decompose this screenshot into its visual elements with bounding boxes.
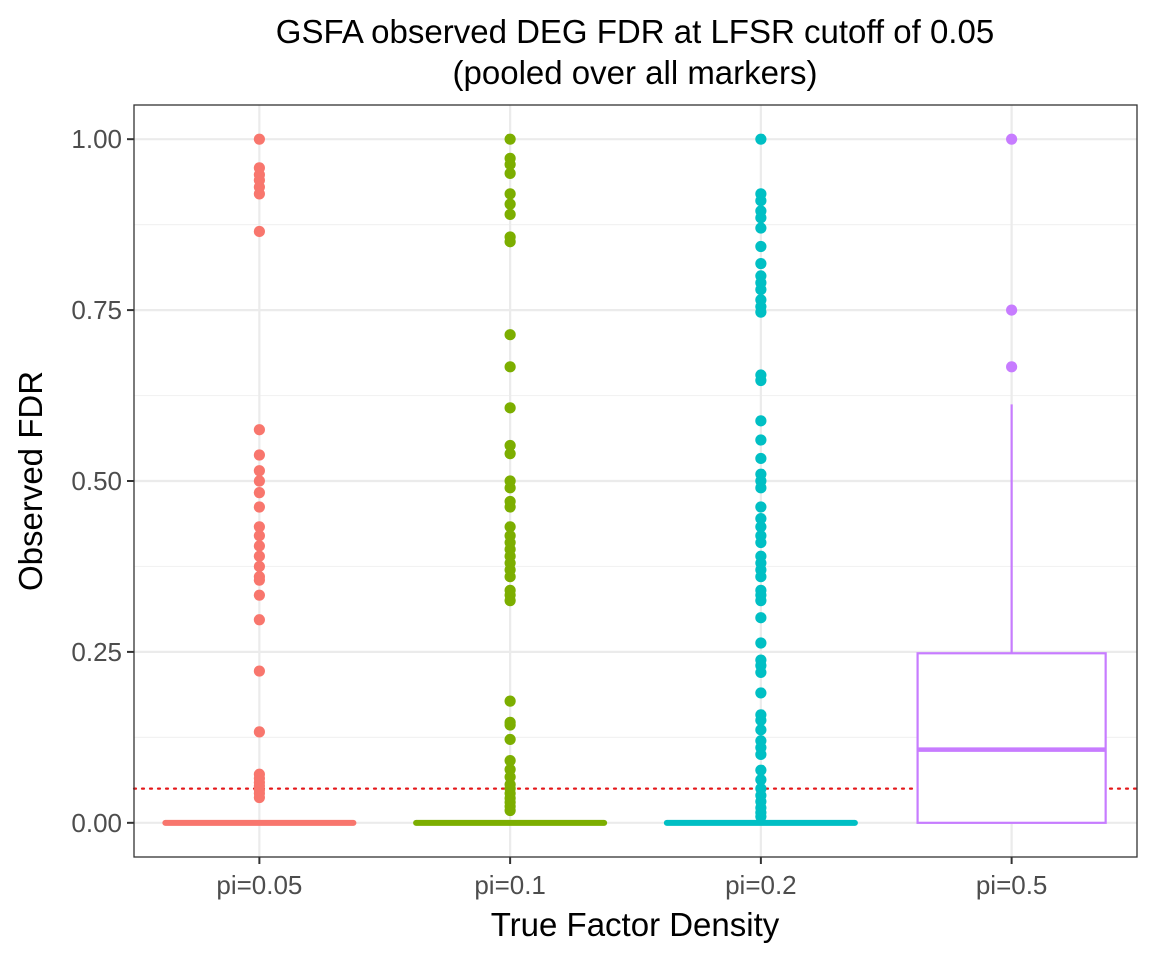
outlier-point	[755, 306, 767, 318]
outlier-point	[253, 589, 265, 601]
box	[916, 652, 1107, 824]
outlier-point	[755, 687, 767, 699]
outlier-point	[253, 791, 265, 804]
outlier-point	[755, 240, 767, 253]
x-tick-label: pi=0.5	[976, 870, 1048, 900]
outlier-point	[253, 465, 265, 477]
outlier-point	[755, 714, 767, 726]
outlier-point	[253, 188, 265, 200]
outlier-point	[504, 755, 516, 767]
outlier-point	[755, 501, 767, 513]
y-axis-title: Observed FDR	[12, 371, 49, 591]
outlier-point	[755, 513, 767, 525]
outlier-point	[755, 452, 767, 465]
outlier-point	[504, 448, 516, 460]
outlier-point	[504, 695, 516, 707]
outlier-point	[504, 571, 516, 583]
outlier-point	[755, 482, 767, 494]
outlier-point	[253, 614, 265, 626]
outlier-point	[504, 521, 516, 533]
outlier-point	[253, 540, 265, 552]
y-tick-label: 0.75	[71, 295, 122, 325]
outlier-point	[1006, 304, 1018, 316]
y-tick-label: 0.00	[71, 808, 122, 838]
outlier-point	[253, 225, 265, 238]
chart-title-line-1: GSFA observed DEG FDR at LFSR cutoff of …	[276, 13, 994, 50]
outlier-points	[253, 133, 1018, 823]
outlier-point	[504, 719, 516, 731]
outlier-point	[504, 804, 516, 817]
outlier-point	[755, 774, 767, 786]
outlier-point	[504, 501, 516, 513]
outlier-point	[253, 560, 265, 573]
outlier-point	[253, 521, 265, 533]
outlier-point	[504, 595, 516, 607]
outlier-point	[755, 811, 767, 823]
outlier-point	[504, 361, 516, 373]
x-tick-label: pi=0.2	[725, 870, 797, 900]
boxplot-pi=0.5	[916, 404, 1107, 824]
outlier-point	[504, 329, 516, 341]
outlier-point	[504, 158, 516, 171]
y-tick-label: 0.25	[71, 637, 122, 667]
outlier-point	[253, 487, 265, 499]
outlier-point	[755, 666, 767, 679]
outlier-point	[755, 595, 767, 607]
outlier-point	[253, 133, 265, 145]
outlier-point	[504, 482, 516, 494]
outlier-point	[253, 550, 265, 562]
outlier-point	[253, 574, 265, 586]
outlier-point	[253, 530, 265, 542]
outlier-point	[253, 449, 265, 461]
outlier-point	[755, 571, 767, 583]
x-axis-title: True Factor Density	[491, 906, 780, 943]
outlier-point	[253, 475, 265, 487]
outlier-point	[755, 764, 767, 776]
outlier-point	[1006, 361, 1018, 373]
outlier-point	[504, 133, 516, 145]
outlier-point	[504, 236, 516, 248]
y-axis: 0.00 0.25 0.50 0.75 1.00	[71, 124, 134, 838]
outlier-point	[755, 133, 767, 145]
outlier-point	[504, 198, 516, 210]
chart-title-line-2: (pooled over all markers)	[453, 54, 818, 91]
outlier-point	[253, 726, 265, 738]
boxplots	[162, 404, 1107, 826]
outlier-point	[504, 733, 516, 746]
outlier-point	[755, 258, 767, 270]
y-tick-label: 1.00	[71, 124, 122, 154]
x-tick-label: pi=0.05	[216, 870, 302, 900]
outlier-point	[504, 439, 516, 452]
x-axis: pi=0.05 pi=0.1 pi=0.2 pi=0.5	[216, 857, 1047, 900]
outlier-point	[504, 402, 516, 414]
outlier-point	[755, 212, 767, 224]
x-tick-label: pi=0.1	[474, 870, 546, 900]
outlier-point	[755, 612, 767, 624]
outlier-point	[755, 521, 767, 533]
outlier-point	[755, 195, 767, 207]
outlier-point	[755, 536, 767, 549]
outlier-point	[755, 637, 767, 649]
y-tick-label: 0.50	[71, 466, 122, 496]
outlier-point	[504, 188, 516, 200]
outlier-point	[504, 208, 516, 220]
outlier-point	[755, 434, 767, 446]
outlier-point	[755, 415, 767, 427]
outlier-point	[253, 665, 265, 677]
outlier-point	[755, 283, 767, 296]
outlier-point	[755, 748, 767, 761]
outlier-point	[1006, 133, 1018, 145]
outlier-point	[253, 501, 265, 513]
outlier-point	[755, 724, 767, 736]
outlier-point	[755, 222, 767, 234]
outlier-point	[755, 374, 767, 387]
outlier-point	[504, 167, 516, 179]
outlier-point	[253, 424, 265, 436]
